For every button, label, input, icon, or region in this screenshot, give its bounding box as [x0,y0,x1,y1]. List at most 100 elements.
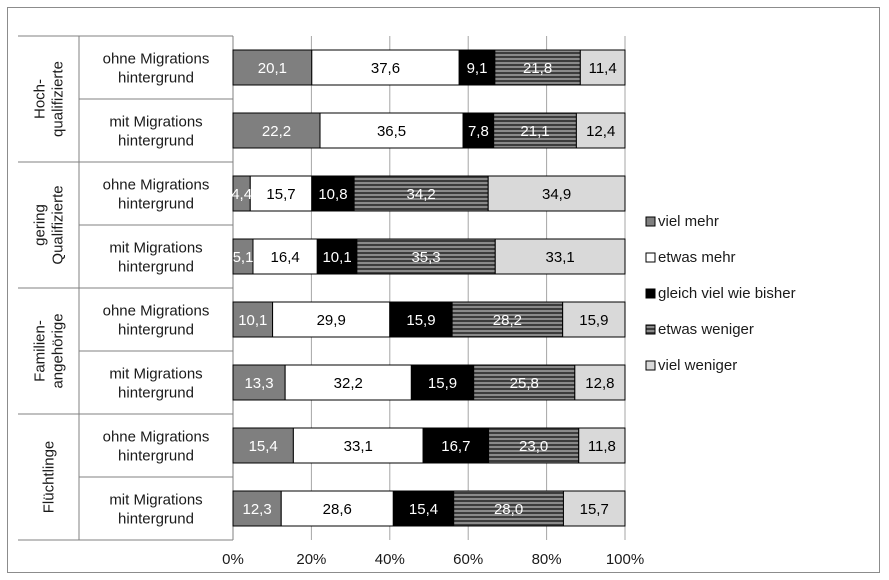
data-label: 15,9 [406,312,435,329]
data-label: 11,4 [589,60,617,77]
data-label: 35,3 [411,249,440,266]
bar-segment [493,112,577,149]
bar-segment [232,112,321,149]
data-label: 29,9 [317,312,346,329]
bar-segment [578,427,626,464]
legend-swatch [645,288,656,299]
data-label: 21,8 [523,60,552,77]
bar-segment [316,238,358,275]
bar-segment [451,301,564,338]
x-tick-label: 20% [296,551,326,568]
bar-segment [392,490,455,527]
bar-segment [319,112,464,149]
data-label: 15,7 [580,501,609,518]
data-label: 15,9 [428,375,457,392]
bar-segment [280,490,394,527]
row-label: ohne Migrations hintergrund [103,177,210,213]
legend-label: gleich viel wie bisher [658,285,796,302]
x-tick-label: 40% [375,551,405,568]
x-tick-label: 0% [222,551,244,568]
legend-swatch [645,324,656,335]
data-label: 33,1 [546,249,575,266]
group-label: geringQualifizierte [32,185,67,264]
data-label: 20,1 [258,60,287,77]
data-label: 10,1 [322,249,351,266]
data-label: 33,1 [344,438,373,455]
bar-segment [494,238,626,275]
data-label: 21,1 [520,123,549,140]
group-label: Hoch-qualifizierte [32,61,67,137]
bar-segment [562,301,626,338]
bar-segment [353,175,489,212]
data-label: 13,3 [244,375,273,392]
data-label: 9,1 [467,60,488,77]
bar-segment [284,364,412,401]
data-label: 34,9 [542,186,571,203]
legend-swatch [645,252,656,263]
group-label: Familien-angehörige [32,313,67,388]
group-label: Flüchtlinge [41,441,58,514]
bar-segment [410,364,475,401]
data-label: 15,4 [249,438,278,455]
x-tick-label: 60% [453,551,483,568]
bar-segment [574,364,626,401]
legend-label: viel mehr [658,213,719,230]
chart-frame [7,7,880,573]
bar-segment [232,427,294,464]
data-label: 28,2 [493,312,522,329]
bar-segment [232,490,282,527]
data-label: 15,9 [579,312,608,329]
data-label: 32,2 [334,375,363,392]
bar-segment [422,427,490,464]
data-label: 10,1 [238,312,267,329]
bar-segment [453,490,564,527]
data-label: 12,8 [585,375,614,392]
bar-segment [311,175,355,212]
data-label: 25,8 [510,375,539,392]
bar-segment [232,364,286,401]
data-label: 10,8 [318,186,347,203]
data-label: 23,0 [519,438,548,455]
bar-segment [562,490,626,527]
x-tick-label: 100% [606,551,644,568]
data-label: 7,8 [468,123,489,140]
data-label: 16,7 [441,438,470,455]
data-label: 37,6 [371,60,400,77]
legend-label: etwas mehr [658,249,736,266]
data-label: 16,4 [271,249,300,266]
data-label: 22,2 [262,123,291,140]
data-label: 5,1 [233,249,254,266]
data-label: 34,2 [407,186,436,203]
data-label: 36,5 [377,123,406,140]
data-label: 12,4 [586,123,615,140]
bar-segment [356,238,496,275]
data-label: 28,0 [494,501,523,518]
legend-swatch [645,216,656,227]
row-label: mit Migrations hintergrund [109,492,202,528]
bar-segment [575,112,626,149]
bar-segment [252,238,318,275]
bar-segment [272,301,391,338]
data-label: 28,6 [323,501,352,518]
legend-label: etwas weniger [658,321,754,338]
legend-swatch [645,360,656,371]
bar-segment [462,112,495,149]
row-label: ohne Migrations hintergrund [103,51,210,87]
row-label: mit Migrations hintergrund [109,366,202,402]
row-label: ohne Migrations hintergrund [103,429,210,465]
row-label: mit Migrations hintergrund [109,114,202,150]
legend-label: viel weniger [658,357,737,374]
bar-segment [487,175,626,212]
bar-segment [311,49,460,86]
data-label: 11,8 [588,438,616,455]
x-tick-label: 80% [532,551,562,568]
bar-segment [579,49,626,86]
data-label: 15,7 [266,186,295,203]
row-label: ohne Migrations hintergrund [103,303,210,339]
row-label: mit Migrations hintergrund [109,240,202,276]
bar-segment [389,301,453,338]
data-label: 15,4 [409,501,438,518]
data-label: 12,3 [243,501,272,518]
data-label: 4,4 [231,186,252,203]
